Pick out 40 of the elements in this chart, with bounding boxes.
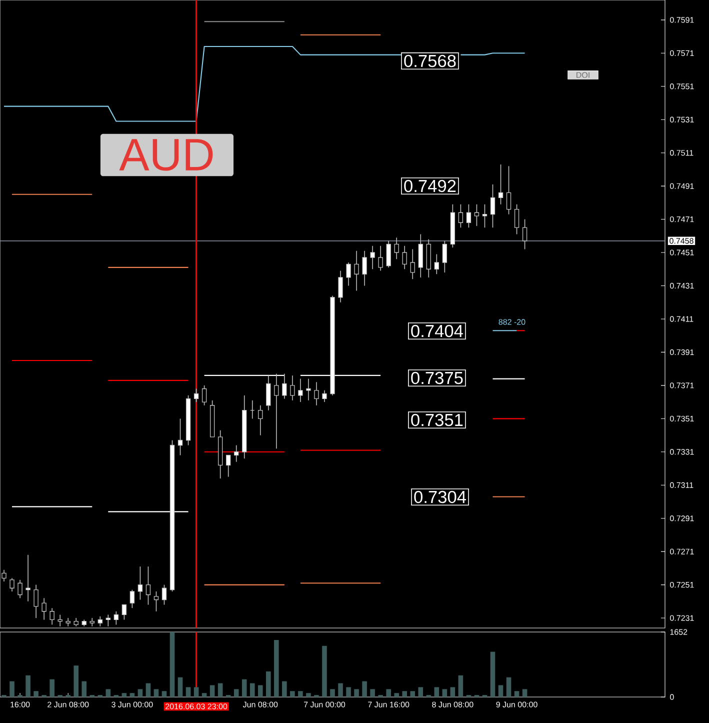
y-tick-label: 0.7491 [670,183,694,189]
annotation: 0.7351 [411,414,463,426]
y-tick-label: 0.7331 [670,449,694,455]
x-tick-label: 16:00 [10,702,30,708]
y-tick-label: 0.7271 [670,548,694,554]
y-tick-label: 0.7451 [670,250,694,256]
x-tick-label: 2 Jun 08:00 [48,702,89,708]
x-tick-label: 7 Jun 16:00 [368,702,410,708]
y-tick-label: 0.7431 [670,282,694,289]
y-tick-label: 0.7391 [670,349,694,356]
x-tick-label: 8 Jun 08:00 [432,702,474,708]
annotation: 0.7404 [411,324,463,338]
annotation: 0.7304 [414,490,466,504]
y-tick-label: 0.7251 [670,582,694,588]
y-tick-label: 0.7571 [670,50,694,56]
annotation: AUD [119,139,213,171]
annotation: 0.7492 [404,180,456,192]
y-tick-label: 0.7231 [670,615,694,621]
annotation: 0.7568 [404,54,456,68]
y-tick-label: 1652 [670,629,688,635]
annotation: DOI [576,72,590,78]
x-tick-label: 7 Jun 00:00 [304,702,346,708]
y-tick-label: 0.7531 [670,116,694,122]
x-tick-label: Jun 08:00 [242,702,278,708]
x-tick-label: 3 Jun 00:00 [112,702,153,708]
y-tick-label: 0.7471 [670,216,694,222]
y-tick-label: 0.7371 [670,382,694,388]
y-tick-label: 0.7291 [670,516,694,522]
x-tick-label: 2016.06.03 23:00 [166,704,228,710]
ref-line-label: 0.7458 [670,238,694,244]
y-tick-label: 0.7411 [670,316,694,322]
y-tick-label: 0 [670,694,674,700]
y-tick-label: 0.7591 [670,17,694,23]
y-tick-label: 0.7551 [670,84,694,90]
y-tick-label: 0.7311 [670,482,694,488]
annotation: 882 -20 [498,319,526,325]
annotation: 0.7375 [411,372,463,384]
x-tick-label: 9 Jun 00:00 [496,702,538,708]
y-tick-label: 0.7351 [670,416,694,422]
y-tick-label: 0.7511 [670,150,694,156]
